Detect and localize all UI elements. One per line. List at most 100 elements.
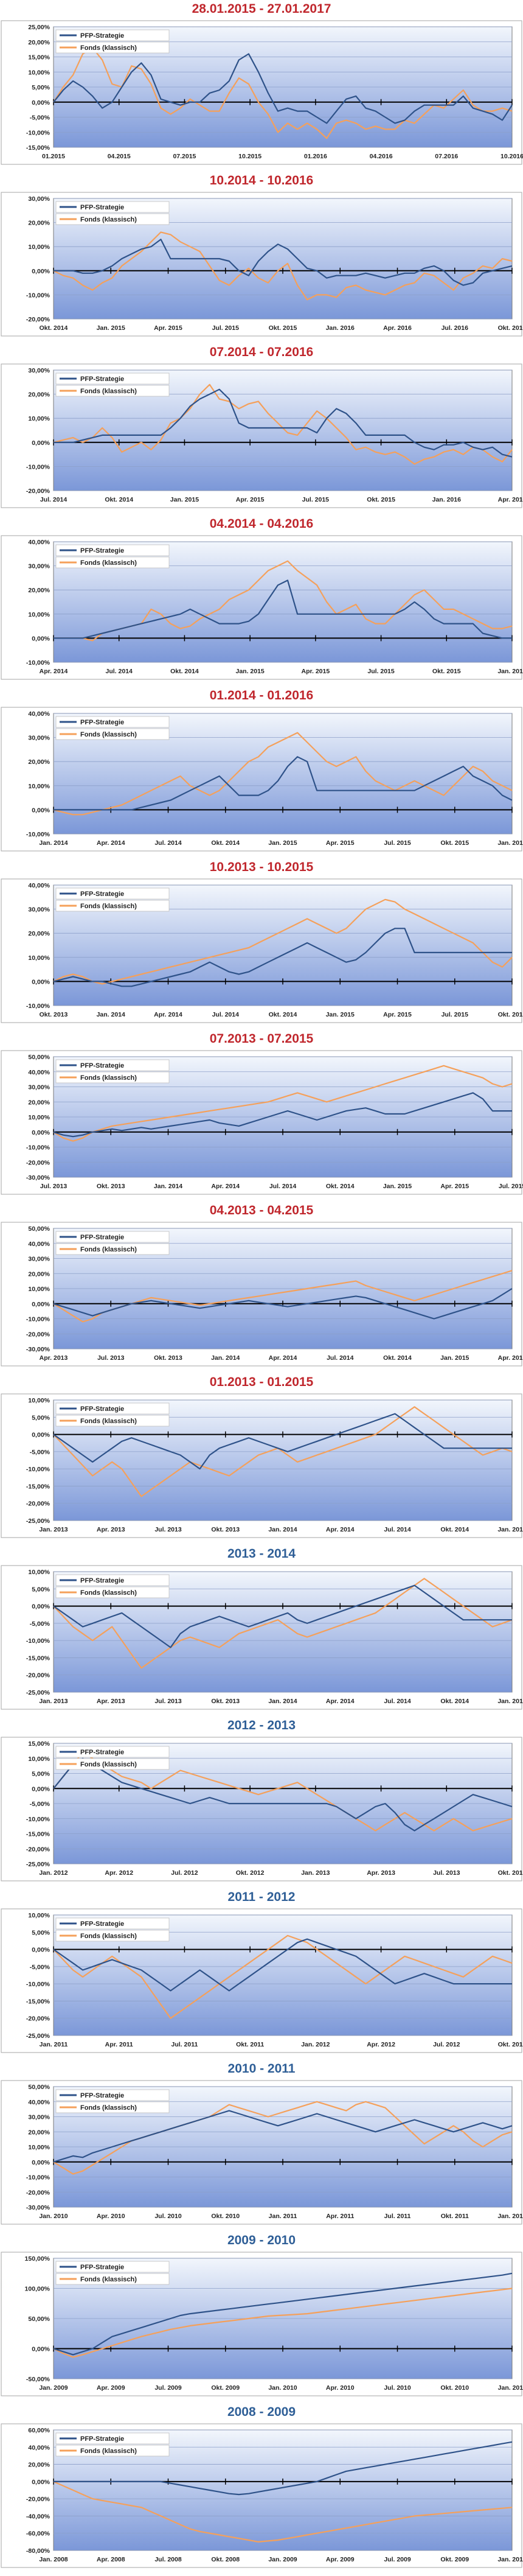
legend: PFP-Strategie Fonds (klassisch) — [55, 1917, 170, 1942]
x-tick-label: Jul. 2015 — [442, 1011, 469, 1018]
series-line-fonds — [53, 732, 513, 816]
legend: PFP-Strategie Fonds (klassisch) — [55, 373, 170, 397]
x-tick-label: Apr. 2013 — [97, 1698, 125, 1705]
x-tick-label: Okt. 2014 — [40, 324, 68, 332]
x-tick-label: Okt. 2015 — [432, 668, 461, 675]
legend-label: PFP-Strategie — [80, 204, 124, 211]
chart-panel: 10.2013 - 10.2015 -10,00% 0,00% 10,00% 20,00… — [0, 858, 523, 1030]
x-tick-label: Apr. 2014 — [211, 1183, 240, 1190]
x-tick-label: Jul. 2010 — [154, 2213, 182, 2220]
x-tick-label: Okt. 2014 — [383, 1354, 412, 1362]
legend-entry-box — [55, 544, 170, 556]
chart-title: 01.2014 - 01.2016 — [209, 688, 314, 702]
chart-panel: 04.2014 - 04.2016 -10,00% 0,00% 10,00% 20,00… — [0, 515, 523, 687]
y-tick-label: 0,00% — [32, 439, 50, 447]
line-chart: -20,00% -10,00% 0,00% 10,00% 20,00% 30,00% Okt… — [1, 192, 523, 337]
x-tick-label: Jul. 2012 — [433, 2041, 460, 2048]
y-tick-label: 40,00% — [28, 539, 50, 546]
legend-entry-box — [55, 887, 170, 900]
series-line-pfp — [53, 1092, 512, 1138]
x-tick-label: Jul. 2013 — [40, 1183, 68, 1190]
legend-entry-box — [55, 1917, 170, 1930]
y-tick-label: -10,00% — [26, 1637, 50, 1645]
y-tick-label: 50,00% — [28, 1225, 50, 1233]
y-tick-label: 50,00% — [28, 1054, 50, 1061]
legend-entry-box — [55, 385, 170, 397]
chart-panel: 07.2014 - 07.2016 -20,00% -10,00% 0,00% 10,0… — [0, 343, 523, 515]
y-tick-label: 0,00% — [32, 1129, 50, 1136]
y-tick-label: 5,00% — [32, 1586, 50, 1593]
y-tick-label: 20,00% — [28, 930, 50, 937]
y-tick-label: 0,00% — [32, 1603, 50, 1611]
legend-label: Fonds (klassisch) — [80, 2104, 137, 2112]
x-tick-label: Jan. 2015 — [383, 1183, 412, 1190]
x-tick-label: Jan. 2015 — [440, 1354, 469, 1362]
legend: PFP-Strategie Fonds (klassisch) — [55, 2261, 170, 2285]
line-chart: -25,00% -20,00% -15,00% -10,00% -5,00% 0,00% 5… — [1, 1565, 523, 1710]
chart-panel: 04.2013 - 04.2015 -30,00% -20,00% -10,00% 0,… — [0, 1202, 523, 1373]
y-tick-label: 10,00% — [28, 2144, 50, 2151]
y-tick-label: 20,00% — [28, 1270, 50, 1278]
y-tick-label: -25,00% — [26, 1861, 50, 1868]
chart-title: 2013 - 2014 — [227, 1547, 296, 1561]
y-tick-label: 25,00% — [28, 24, 50, 31]
y-tick-label: -25,00% — [26, 1689, 50, 1696]
series-line-pfp — [53, 1757, 513, 1832]
y-tick-label: 10,00% — [28, 1114, 50, 1121]
x-tick-label: Okt. 2014 — [105, 496, 133, 503]
x-tick-label: Okt. 2013 — [97, 1183, 125, 1190]
x-tick-label: Jan. 2011 — [498, 2384, 523, 2392]
x-tick-label: Okt. 2014 — [440, 1698, 469, 1705]
y-tick-label: 60,00% — [28, 2427, 50, 2434]
line-chart: -30,00% -20,00% -10,00% 0,00% 10,00% 20,00% 30… — [1, 1050, 523, 1195]
legend-entry-box — [55, 1930, 170, 1942]
y-tick-label: -5,00% — [30, 1449, 50, 1456]
x-tick-label: Apr. 2015 — [326, 839, 355, 847]
x-tick-label: Apr. 2011 — [326, 2213, 354, 2220]
x-tick-label: Jul. 2011 — [171, 2041, 198, 2048]
y-tick-label: 20,00% — [28, 391, 50, 399]
x-tick-label: Apr. 2013 — [367, 1869, 395, 1877]
legend-entry-box — [55, 1415, 170, 1427]
x-tick-label: 01.2015 — [42, 153, 65, 160]
y-tick-label: 20,00% — [28, 2129, 50, 2136]
series-line-fonds — [53, 1406, 513, 1497]
series-line-pfp — [53, 928, 512, 987]
series-line-pfp — [53, 1413, 512, 1470]
x-tick-label: Jan. 2015 — [235, 668, 264, 675]
x-tick-label: Jul. 2015 — [302, 496, 330, 503]
y-tick-label: -10,00% — [26, 1981, 50, 1988]
y-tick-label: 20,00% — [28, 2462, 50, 2469]
legend-entry-box — [55, 1746, 170, 1758]
x-tick-label: 04.2016 — [370, 153, 393, 160]
legend-label: Fonds (klassisch) — [80, 216, 137, 223]
series-line-pfp — [53, 2110, 513, 2163]
y-tick-label: -60,00% — [26, 2530, 50, 2538]
x-tick-label: Jul. 2014 — [154, 839, 182, 847]
x-tick-label: Apr. 2015 — [498, 1354, 523, 1362]
x-tick-label: Jan. 2010 — [268, 2384, 297, 2392]
chart-title: 01.2013 - 01.2015 — [209, 1375, 314, 1389]
x-tick-label: Okt. 2013 — [211, 1698, 240, 1705]
y-tick-label: 30,00% — [28, 1084, 50, 1091]
x-tick-label: Jan. 2010 — [497, 2556, 523, 2563]
x-tick-label: Jan. 2014 — [268, 1526, 297, 1533]
y-tick-label: -10,00% — [26, 1144, 50, 1152]
y-tick-label: 40,00% — [28, 2444, 50, 2451]
legend: PFP-Strategie Fonds (klassisch) — [55, 1746, 170, 1770]
legend-label: PFP-Strategie — [80, 1577, 124, 1584]
x-tick-label: Jul. 2015 — [212, 324, 240, 332]
x-tick-label: Jan. 2008 — [39, 2556, 68, 2563]
x-tick-label: Jul. 2013 — [97, 1354, 125, 1362]
y-tick-label: 40,00% — [28, 882, 50, 889]
series-line-pfp — [53, 1938, 512, 1992]
x-tick-label: Jan. 2011 — [269, 2213, 297, 2220]
y-tick-label: -20,00% — [26, 2189, 50, 2196]
line-chart: -10,00% 0,00% 10,00% 20,00% 30,00% 40,00% Jan.… — [1, 707, 523, 852]
y-tick-label: 0,00% — [32, 2159, 50, 2166]
y-tick-label: -20,00% — [26, 1331, 50, 1338]
x-tick-label: 10.2015 — [238, 153, 262, 160]
y-tick-label: -10,00% — [26, 129, 50, 136]
x-tick-label: Apr. 2015 — [440, 1183, 469, 1190]
chart-panel: 07.2013 - 07.2015 -30,00% -20,00% -10,00% 0,… — [0, 1030, 523, 1202]
